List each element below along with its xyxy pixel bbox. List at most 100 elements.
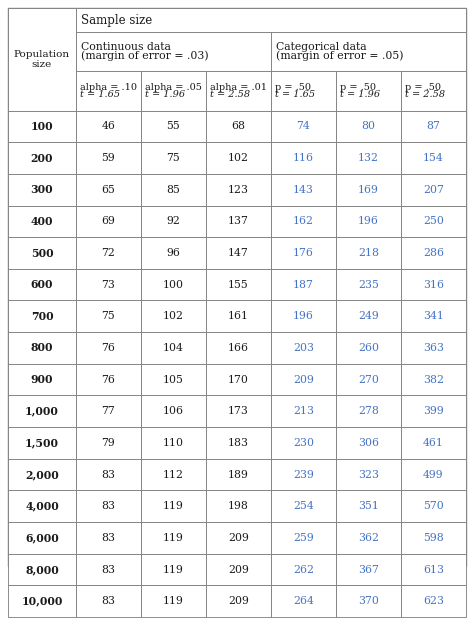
Bar <box>141 586 206 617</box>
Text: 132: 132 <box>358 153 379 163</box>
Bar <box>76 301 141 332</box>
Bar <box>336 71 401 111</box>
Text: 196: 196 <box>293 311 314 321</box>
Text: 102: 102 <box>228 153 249 163</box>
Bar <box>76 586 141 617</box>
Text: 200: 200 <box>31 152 53 164</box>
Text: 46: 46 <box>101 121 116 131</box>
Text: 382: 382 <box>423 374 444 384</box>
Bar <box>8 111 76 142</box>
Bar <box>76 238 141 269</box>
Bar <box>206 206 271 238</box>
Bar <box>271 491 336 522</box>
Text: 112: 112 <box>163 469 184 479</box>
Text: 155: 155 <box>228 279 249 289</box>
Bar <box>401 554 466 586</box>
Text: 198: 198 <box>228 501 249 511</box>
Text: 123: 123 <box>228 185 249 195</box>
Bar <box>141 301 206 332</box>
Text: 80: 80 <box>362 121 375 131</box>
Text: 900: 900 <box>31 374 53 385</box>
Text: 8,000: 8,000 <box>25 564 59 575</box>
Bar <box>141 71 206 111</box>
Text: alpha = .10: alpha = .10 <box>80 82 137 92</box>
Bar <box>206 238 271 269</box>
Bar <box>141 459 206 491</box>
Bar <box>8 459 76 491</box>
Text: 83: 83 <box>101 564 116 574</box>
Bar <box>206 554 271 586</box>
Text: 76: 76 <box>101 343 116 353</box>
Bar <box>336 364 401 396</box>
Bar <box>206 459 271 491</box>
Bar <box>206 427 271 459</box>
Text: 367: 367 <box>358 564 379 574</box>
Text: 196: 196 <box>358 216 379 226</box>
Text: 73: 73 <box>101 279 116 289</box>
Bar <box>271 32 466 71</box>
Bar <box>336 491 401 522</box>
Text: 105: 105 <box>163 374 184 384</box>
Text: 207: 207 <box>423 185 444 195</box>
Bar <box>401 427 466 459</box>
Text: 96: 96 <box>166 248 181 258</box>
Bar <box>401 586 466 617</box>
Bar <box>141 522 206 554</box>
Bar <box>401 238 466 269</box>
Bar <box>141 174 206 206</box>
Text: 68: 68 <box>231 121 246 131</box>
Bar <box>206 522 271 554</box>
Text: 209: 209 <box>228 564 249 574</box>
Text: 500: 500 <box>31 248 53 259</box>
Text: 116: 116 <box>293 153 314 163</box>
Text: 1,500: 1,500 <box>25 438 59 448</box>
Text: 162: 162 <box>293 216 314 226</box>
Text: p = .50: p = .50 <box>275 82 311 92</box>
Text: 249: 249 <box>358 311 379 321</box>
Text: 6,000: 6,000 <box>25 532 59 543</box>
Text: 104: 104 <box>163 343 184 353</box>
Bar <box>206 332 271 364</box>
Text: 570: 570 <box>423 501 444 511</box>
Bar <box>206 71 271 111</box>
Bar <box>271 586 336 617</box>
Bar <box>76 522 141 554</box>
Text: 278: 278 <box>358 406 379 416</box>
Bar <box>271 206 336 238</box>
Bar <box>8 586 76 617</box>
Text: 800: 800 <box>31 342 53 354</box>
Bar <box>206 269 271 301</box>
Text: 399: 399 <box>423 406 444 416</box>
Text: 235: 235 <box>358 279 379 289</box>
Bar <box>8 238 76 269</box>
Bar <box>336 206 401 238</box>
Bar <box>76 8 466 32</box>
Bar <box>401 491 466 522</box>
Text: 461: 461 <box>423 438 444 448</box>
Text: 623: 623 <box>423 596 444 606</box>
Bar <box>271 522 336 554</box>
Text: 613: 613 <box>423 564 444 574</box>
Bar <box>8 206 76 238</box>
Bar <box>141 332 206 364</box>
Text: 137: 137 <box>228 216 249 226</box>
Text: 230: 230 <box>293 438 314 448</box>
Bar <box>336 586 401 617</box>
Text: 119: 119 <box>163 564 184 574</box>
Bar <box>271 364 336 396</box>
Bar <box>76 71 141 111</box>
Bar <box>76 332 141 364</box>
Text: 102: 102 <box>163 311 184 321</box>
Bar <box>76 111 141 142</box>
Bar <box>8 522 76 554</box>
Bar <box>76 427 141 459</box>
Text: 75: 75 <box>167 153 181 163</box>
Bar <box>271 459 336 491</box>
Bar <box>141 491 206 522</box>
Bar <box>8 332 76 364</box>
Bar <box>76 174 141 206</box>
Bar <box>206 174 271 206</box>
Bar <box>76 459 141 491</box>
Text: 209: 209 <box>293 374 314 384</box>
Text: 209: 209 <box>228 533 249 543</box>
